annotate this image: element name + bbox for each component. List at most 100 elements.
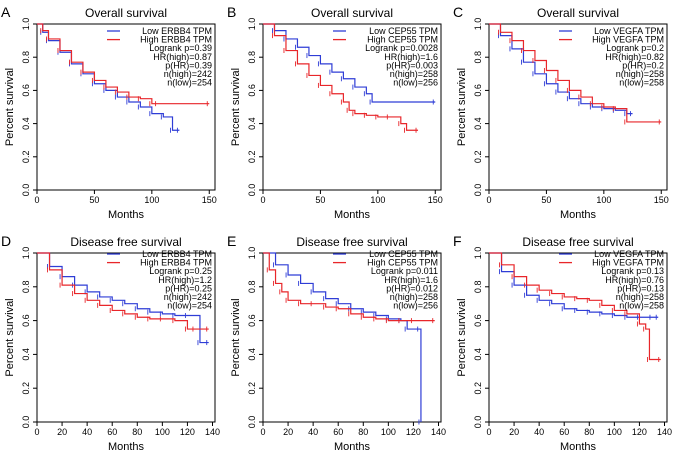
panel-c: C Overall survival 0 50 100 150 0.0 0.2 0.4 0.6 0.… <box>453 4 669 221</box>
x-axis-title: Months <box>334 209 371 221</box>
stat-line: n(high)=258 <box>390 69 438 79</box>
plot-frame <box>488 252 668 423</box>
y-tick-label: 1.0 <box>21 247 31 260</box>
stat-line: HR(high)=0.76 <box>605 275 664 285</box>
x-tick-label: 40 <box>308 427 318 437</box>
x-tick-label: 0 <box>34 195 39 205</box>
x-axis-title: Months <box>108 441 145 452</box>
y-tick-label: 0.4 <box>21 117 31 130</box>
chart-title: Overall survival <box>537 6 619 20</box>
panel-d: D Disease free survival 0 20 40 60 80 100 120 140… <box>1 233 220 452</box>
panel-f: F Disease free survival 0 20 40 60 80 100 120 140… <box>453 233 672 452</box>
x-tick-label: 50 <box>315 195 325 205</box>
y-tick-label: 0.4 <box>247 348 257 361</box>
high-series-line <box>263 252 435 322</box>
y-tick-label: 0.8 <box>21 51 31 64</box>
stat-line: Logrank p=0.39 <box>149 43 212 53</box>
y-tick-label: 0.0 <box>247 416 257 429</box>
y-tick-label: 1.0 <box>473 18 483 31</box>
plot-frame <box>488 23 668 191</box>
stat-line: HR(high)=1.6 <box>384 275 438 285</box>
stat-line: p(HR)=0.012 <box>386 283 438 293</box>
x-axis-title: Months <box>560 209 597 221</box>
x-tick-label: 140 <box>431 427 446 437</box>
legend-entry: Low VEGFA TPM <box>594 249 664 259</box>
x-tick-label: 100 <box>370 195 385 205</box>
stat-line: p(HR)=0.39 <box>165 60 212 70</box>
y-tick-label: 1.0 <box>247 18 257 31</box>
y-tick-label: 0.2 <box>21 382 31 395</box>
stat-line: p(HR)=0.003 <box>386 60 438 70</box>
stat-line: n(high)=258 <box>616 292 664 302</box>
panel-letter: A <box>1 4 11 20</box>
stat-line: Logrank p=0.13 <box>601 266 664 276</box>
x-tick-label: 140 <box>205 427 220 437</box>
x-tick-label: 60 <box>333 427 343 437</box>
plot-frame <box>262 23 442 191</box>
plot-frame <box>262 252 442 423</box>
stat-line: Logrank p=0.011 <box>371 266 438 276</box>
y-tick-label: 0.6 <box>473 84 483 97</box>
stat-line: Logrank p=0.2 <box>606 43 664 53</box>
stat-line: Logrank p=0.25 <box>149 266 212 276</box>
x-tick-label: 100 <box>144 195 159 205</box>
panel-letter: F <box>453 233 462 249</box>
legend-entry: High ERBB4 TPM <box>140 35 212 45</box>
y-tick-label: 0.0 <box>21 416 31 429</box>
y-tick-label: 0.8 <box>21 281 31 294</box>
chart-title: Overall survival <box>311 6 393 20</box>
chart-title: Disease free survival <box>296 235 407 249</box>
chart-title: Overall survival <box>85 6 167 20</box>
x-tick-label: 100 <box>596 195 611 205</box>
stat-line: HR(high)=0.87 <box>153 52 212 62</box>
x-tick-label: 20 <box>283 427 293 437</box>
y-tick-label: 0.2 <box>21 151 31 164</box>
stat-line: n(high)=242 <box>164 292 212 302</box>
stat-line: n(low)=254 <box>167 301 212 311</box>
x-tick-label: 20 <box>509 427 519 437</box>
y-tick-label: 0.6 <box>21 84 31 97</box>
y-tick-label: 0.2 <box>473 382 483 395</box>
legend-entry: Low ERBB4 TPM <box>142 249 212 259</box>
legend-entry: Low VEGFA TPM <box>594 26 664 36</box>
y-tick-label: 0.4 <box>473 117 483 130</box>
y-tick-label: 1.0 <box>473 247 483 260</box>
y-tick-label: 1.0 <box>21 18 31 31</box>
x-tick-label: 80 <box>358 427 368 437</box>
x-tick-label: 40 <box>534 427 544 437</box>
x-tick-label: 50 <box>541 195 551 205</box>
y-axis-title: Percent survival <box>456 68 468 146</box>
stat-line: HR(high)=0.82 <box>605 52 664 62</box>
stat-line: p(HR)=0.2 <box>622 60 664 70</box>
x-tick-label: 50 <box>89 195 99 205</box>
y-tick-label: 0.6 <box>247 314 257 327</box>
legend-entry: Low CEP55 TPM <box>369 26 438 36</box>
x-tick-label: 100 <box>381 427 396 437</box>
stat-line: n(high)=258 <box>390 292 438 302</box>
y-tick-label: 0.2 <box>247 382 257 395</box>
x-tick-label: 100 <box>607 427 622 437</box>
x-tick-label: 0 <box>486 427 491 437</box>
stat-line: p(HR)=0.25 <box>165 283 212 293</box>
chart-title: Disease free survival <box>70 235 181 249</box>
low-series-line <box>37 252 209 344</box>
y-tick-label: 0.4 <box>21 348 31 361</box>
panel-letter: E <box>227 233 236 249</box>
stat-line: n(low)=258 <box>619 301 664 311</box>
plot-frame <box>36 23 216 191</box>
x-tick-label: 120 <box>180 427 195 437</box>
stat-line: HR(high)=1.6 <box>384 52 438 62</box>
plot-frame <box>36 252 216 423</box>
y-tick-label: 0.2 <box>247 151 257 164</box>
stat-line: n(low)=256 <box>393 301 438 311</box>
x-tick-label: 40 <box>82 427 92 437</box>
stat-line: n(high)=242 <box>164 69 212 79</box>
x-tick-label: 120 <box>632 427 647 437</box>
x-axis-title: Months <box>334 441 371 452</box>
y-axis-title: Percent survival <box>4 68 16 146</box>
